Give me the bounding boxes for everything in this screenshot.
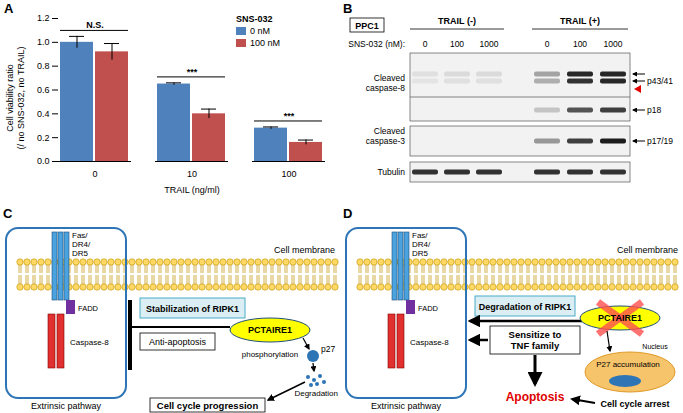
svg-text:TNF family: TNF family: [511, 340, 560, 351]
svg-text:caspase-3: caspase-3: [366, 136, 405, 146]
svg-text:Cell cycle progression: Cell cycle progression: [157, 400, 259, 411]
svg-text:Sensitize to: Sensitize to: [509, 329, 562, 340]
svg-text:Degradation: Degradation: [294, 389, 338, 398]
svg-text:p18: p18: [647, 105, 661, 115]
svg-text:D: D: [343, 206, 352, 221]
svg-text:Fas/: Fas/: [412, 231, 428, 240]
svg-text:Cell membrane: Cell membrane: [617, 245, 678, 255]
svg-text:Cell membrane: Cell membrane: [274, 245, 335, 255]
svg-text:0: 0: [423, 39, 428, 49]
svg-text:P27 accumulation: P27 accumulation: [596, 360, 660, 369]
svg-text:100: 100: [573, 39, 587, 49]
svg-text:Degradation of RIPK1: Degradation of RIPK1: [479, 302, 572, 312]
svg-text:0: 0: [545, 39, 550, 49]
svg-text:100: 100: [281, 169, 296, 179]
svg-text:10: 10: [187, 169, 197, 179]
svg-text:Cell cycle arrest: Cell cycle arrest: [600, 399, 669, 409]
svg-text:Fas/: Fas/: [72, 231, 88, 240]
svg-text:1.2: 1.2: [37, 13, 50, 23]
svg-text:Caspase-8: Caspase-8: [70, 338, 109, 347]
svg-text:FADD: FADD: [78, 304, 99, 313]
svg-text:1.0: 1.0: [37, 37, 50, 47]
svg-text:PCTAIRE1: PCTAIRE1: [248, 325, 292, 335]
svg-text:100 nM: 100 nM: [250, 38, 280, 48]
svg-text:FADD: FADD: [418, 304, 439, 313]
svg-text:p43/41: p43/41: [647, 76, 673, 86]
svg-text:0: 0: [92, 169, 97, 179]
svg-text:DR4/: DR4/: [412, 240, 431, 249]
svg-text:0.4: 0.4: [37, 109, 50, 119]
svg-text:Cell viability ratio: Cell viability ratio: [5, 64, 15, 132]
svg-text:0.8: 0.8: [37, 61, 50, 71]
svg-text:0 nM: 0 nM: [250, 26, 270, 36]
svg-text:Stabilization of RIPK1: Stabilization of RIPK1: [146, 304, 239, 314]
svg-text:C: C: [3, 206, 13, 221]
svg-text:***: ***: [284, 111, 295, 121]
svg-text:Cleaved: Cleaved: [374, 126, 405, 136]
svg-text:SNS-032: SNS-032: [236, 14, 273, 24]
svg-text:p27: p27: [321, 344, 335, 354]
svg-text:Apoptosis: Apoptosis: [506, 390, 565, 404]
svg-text:***: ***: [187, 67, 198, 77]
svg-text:1000: 1000: [480, 39, 499, 49]
svg-text:DR5: DR5: [412, 249, 429, 258]
svg-text:0.0: 0.0: [37, 156, 50, 166]
svg-text:SNS-032 (nM):: SNS-032 (nM):: [348, 39, 405, 49]
svg-text:Anti-apoptosis: Anti-apoptosis: [149, 337, 207, 347]
svg-text:p17/19: p17/19: [647, 136, 673, 146]
svg-text:B: B: [343, 1, 352, 16]
svg-text:0.2: 0.2: [37, 133, 50, 143]
svg-text:phosphorylation: phosphorylation: [242, 350, 298, 359]
svg-text:Tubulin: Tubulin: [377, 167, 405, 177]
svg-text:Cleaved: Cleaved: [374, 73, 405, 83]
svg-text:caspase-8: caspase-8: [366, 83, 405, 93]
svg-text:100: 100: [450, 39, 464, 49]
svg-text:TRAIL (-): TRAIL (-): [438, 16, 476, 26]
svg-text:DR4/: DR4/: [72, 240, 91, 249]
svg-text:Nucleus: Nucleus: [642, 343, 668, 350]
svg-text:Extrinsic pathway: Extrinsic pathway: [31, 401, 102, 411]
svg-text:TRAIL (+): TRAIL (+): [560, 16, 600, 26]
svg-text:PPC1: PPC1: [355, 21, 379, 31]
svg-text:DR5: DR5: [72, 249, 89, 258]
svg-text:PCTAIRE1: PCTAIRE1: [598, 313, 642, 323]
svg-text:TRAIL (ng/ml): TRAIL (ng/ml): [164, 185, 220, 195]
svg-text:N.S.: N.S.: [86, 20, 104, 30]
svg-text:Extrinsic pathway: Extrinsic pathway: [371, 401, 442, 411]
svg-text:(/ no SNS-032, no TRAIL): (/ no SNS-032, no TRAIL): [16, 47, 26, 150]
svg-text:0.6: 0.6: [37, 85, 50, 95]
svg-text:1000: 1000: [604, 39, 623, 49]
svg-text:A: A: [4, 1, 14, 16]
svg-text:Caspase-8: Caspase-8: [410, 338, 449, 347]
